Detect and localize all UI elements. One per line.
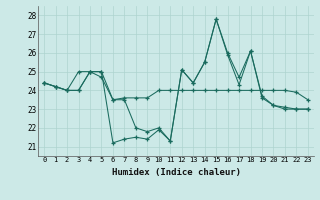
X-axis label: Humidex (Indice chaleur): Humidex (Indice chaleur) [111, 168, 241, 177]
